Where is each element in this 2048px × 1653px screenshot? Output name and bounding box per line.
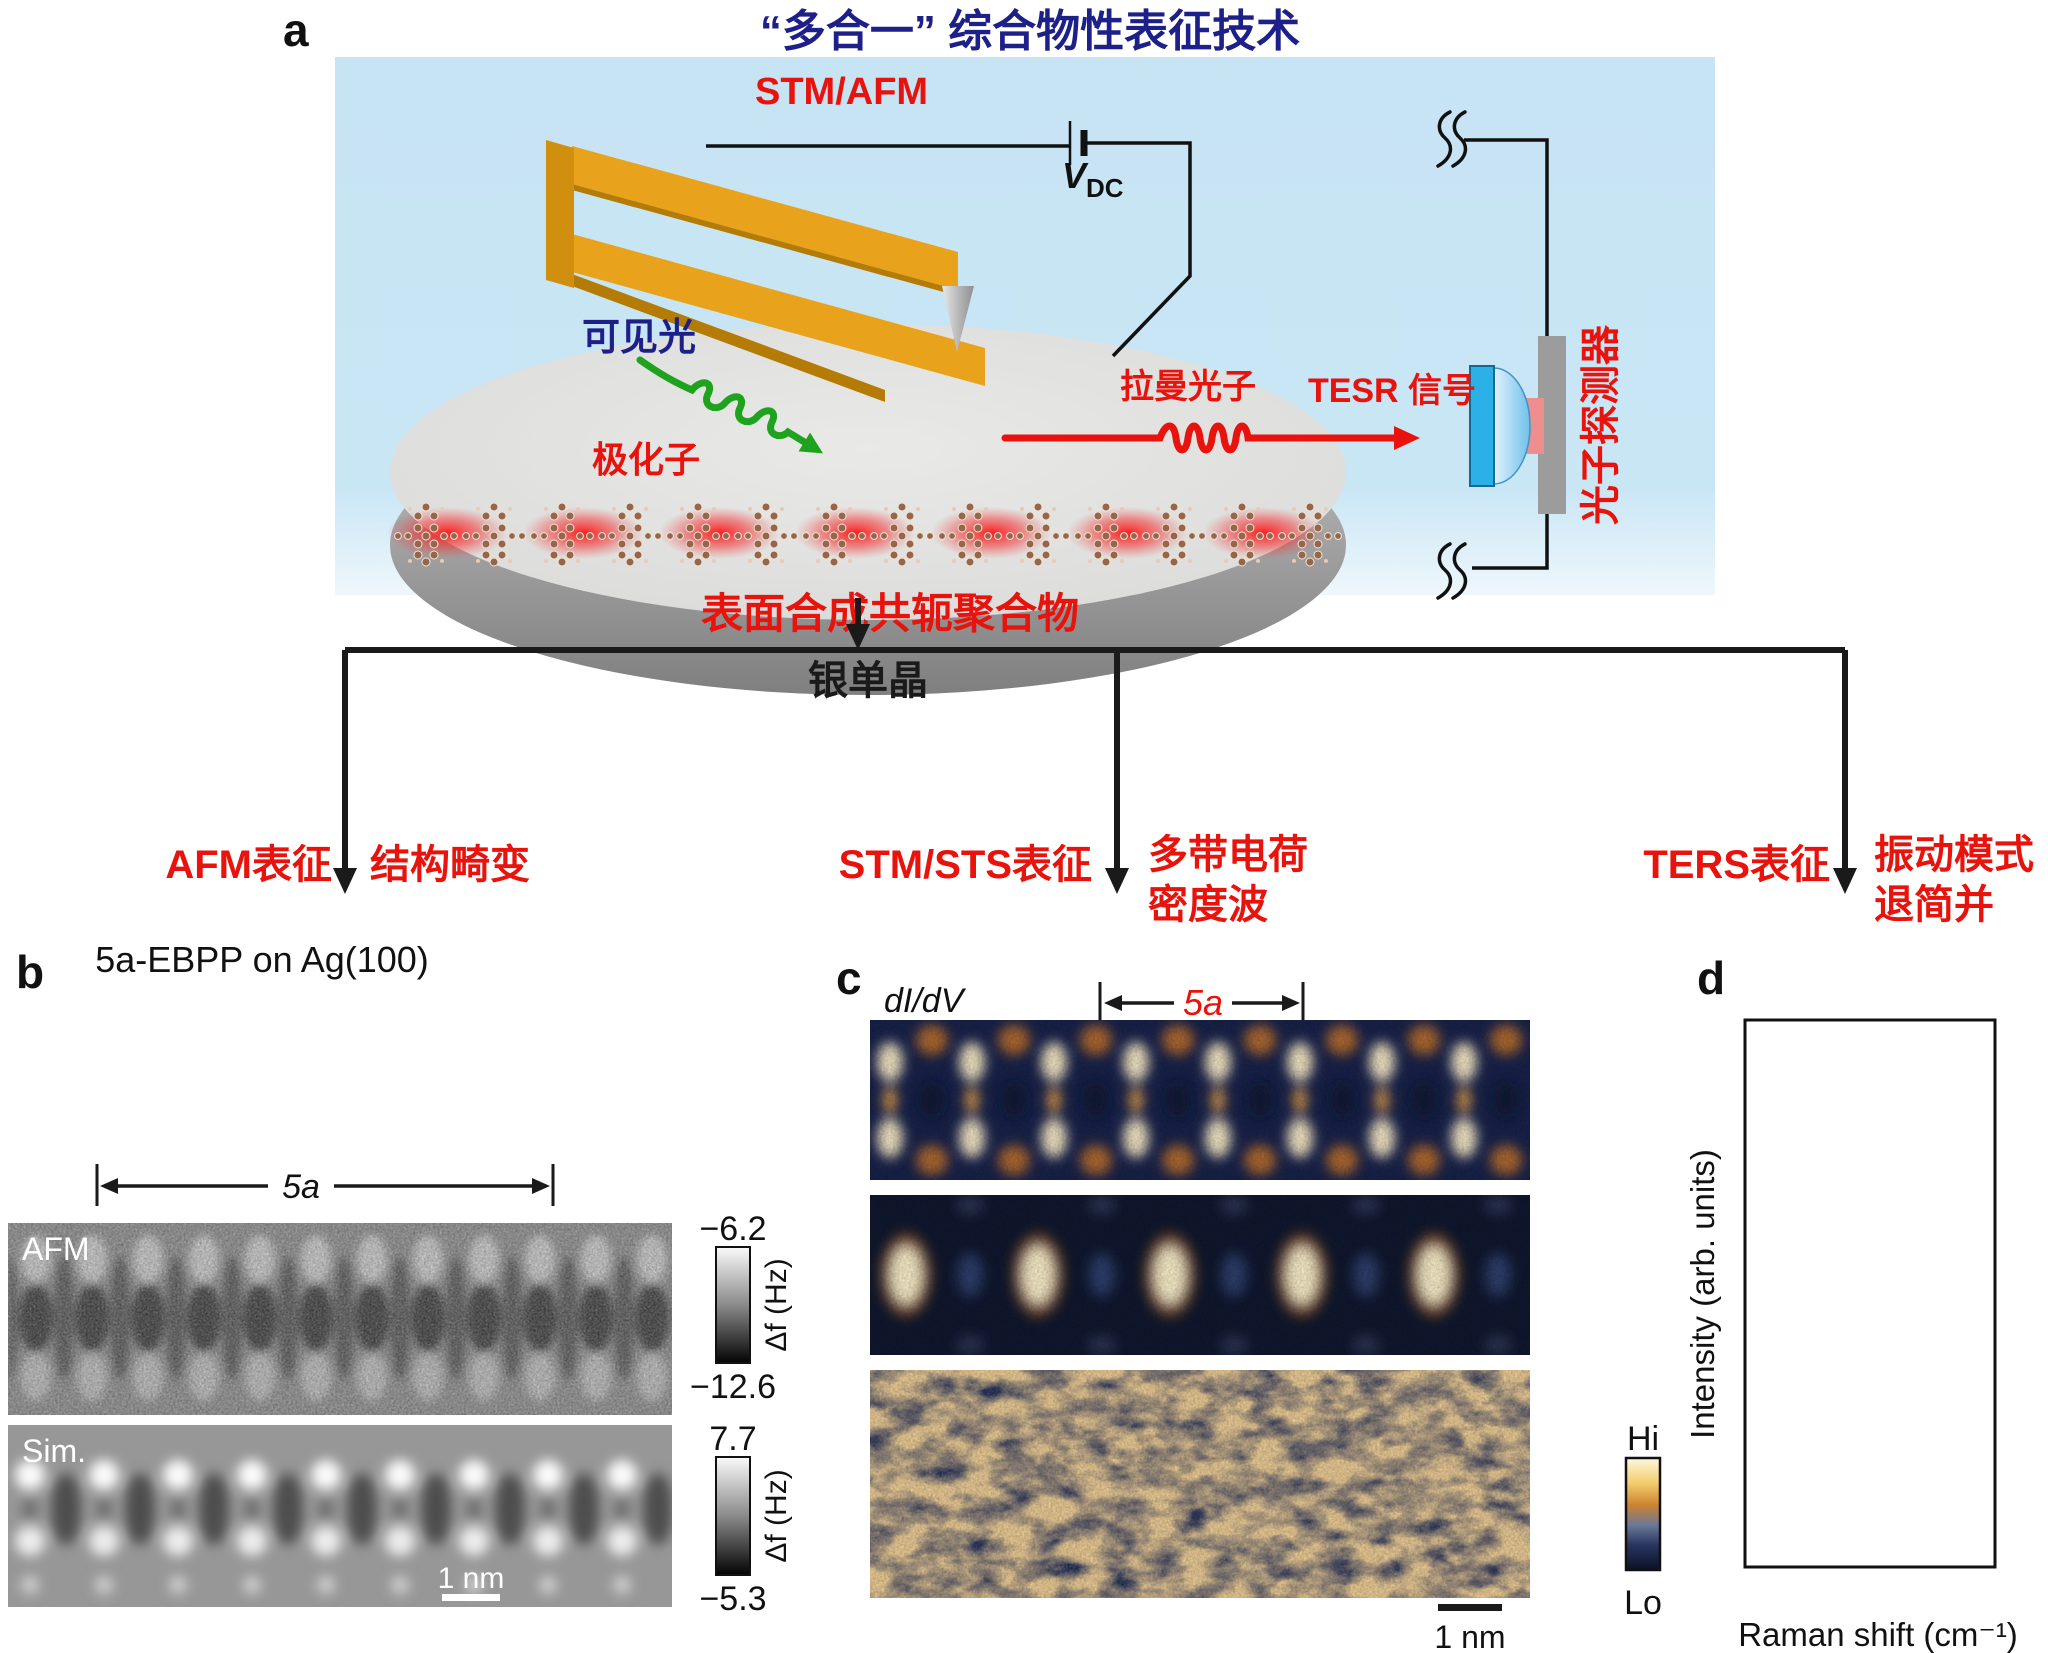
period-dimension-b [95, 1164, 555, 1206]
sim-image [8, 1425, 672, 1607]
period-label-c: 5a [1183, 982, 1223, 1023]
photodetector [1469, 336, 1566, 514]
panel-c-label: c [836, 952, 862, 1004]
afm-image [8, 1223, 672, 1415]
flow-afm-result: 结构畸变 [370, 843, 530, 887]
panel-b-title: 5a-EBPP on Ag(100) [95, 939, 429, 980]
sim-scale-unit: Δf (Hz) [760, 1469, 793, 1562]
sim-scale-top: 7.7 [709, 1420, 756, 1458]
flow-ters-result-2: 退简并 [1874, 883, 1994, 927]
figure-title: “多合一” 综合物性表征技术 [760, 7, 1300, 56]
polymer-label: 表面合成共轭聚合物 [701, 590, 1079, 637]
tesr-signal-label: TESR 信号 [1308, 372, 1476, 410]
afm-colorbar [715, 1246, 751, 1364]
polaron-label: 极化子 [592, 439, 700, 480]
substrate-label: 银单晶 [808, 659, 928, 703]
scalebar-c-label: 1 nm [1434, 1619, 1505, 1653]
detector-circuit [1464, 138, 1549, 570]
lens-mount [1469, 365, 1495, 487]
tuning-fork-sensor [546, 140, 985, 402]
flow-stm-result-1: 多带电荷 [1148, 833, 1308, 877]
polymer-chain [387, 499, 1344, 567]
period-label-b: 5a [282, 1168, 320, 1206]
didv-map-250mv [870, 1020, 1530, 1180]
probe-tip [942, 286, 974, 352]
flow-stm-method: STM/STS表征 [839, 843, 1092, 887]
flow-connector [333, 598, 1857, 894]
didv-map-neg50mv [870, 1370, 1530, 1598]
incident-light-arrow [636, 356, 824, 454]
sim-scale-bottom: −5.3 [699, 1580, 766, 1618]
scalebar-c [1438, 1604, 1502, 1611]
afm-scale-unit: Δf (Hz) [760, 1258, 793, 1351]
lens-icon [1493, 367, 1531, 485]
flow-afm-method: AFM表征 [165, 843, 332, 887]
probe-label: STM/AFM [755, 71, 928, 113]
didv-label: dI/dV [884, 982, 967, 1020]
raman-photon-arrow [1001, 422, 1420, 454]
bias-circuit [706, 121, 1192, 358]
sim-image-label: Sim. [22, 1433, 86, 1469]
panel-a-label: a [283, 4, 309, 56]
scalebar-b [442, 1594, 500, 1601]
sim-colorbar [715, 1456, 751, 1576]
colorbar-lo-label: Lo [1624, 1584, 1662, 1622]
flow-stm-result-2: 密度波 [1148, 883, 1268, 927]
scalebar-b-label: 1 nm [438, 1562, 505, 1595]
afm-image-label: AFM [22, 1231, 90, 1267]
period-dimension-c [1098, 982, 1305, 1022]
raman-photon-label: 拉曼光子 [1120, 368, 1256, 406]
colorbar-hi-label: Hi [1627, 1420, 1659, 1458]
afm-scale-bottom: −12.6 [690, 1368, 776, 1406]
y-axis-label: Intensity (arb. units) [1684, 1149, 1721, 1439]
didv-map-150mv [870, 1195, 1530, 1355]
afm-scale-top: −6.2 [699, 1210, 766, 1248]
panel-d-label: d [1697, 952, 1725, 1004]
plot-frame [1743, 1018, 1997, 1569]
hilo-colorbar [1624, 1456, 1662, 1572]
x-axis-label: Raman shift (cm⁻¹) [1738, 1616, 2018, 1653]
photodetector-label: 光子探测器 [1579, 324, 1623, 525]
flow-ters-result-1: 振动模式 [1874, 833, 2034, 877]
vdc-label: VDC [1062, 155, 1124, 203]
visible-light-label: 可见光 [582, 317, 696, 359]
panel-b-label: b [16, 946, 44, 998]
flow-ters-method: TERS表征 [1643, 843, 1830, 887]
